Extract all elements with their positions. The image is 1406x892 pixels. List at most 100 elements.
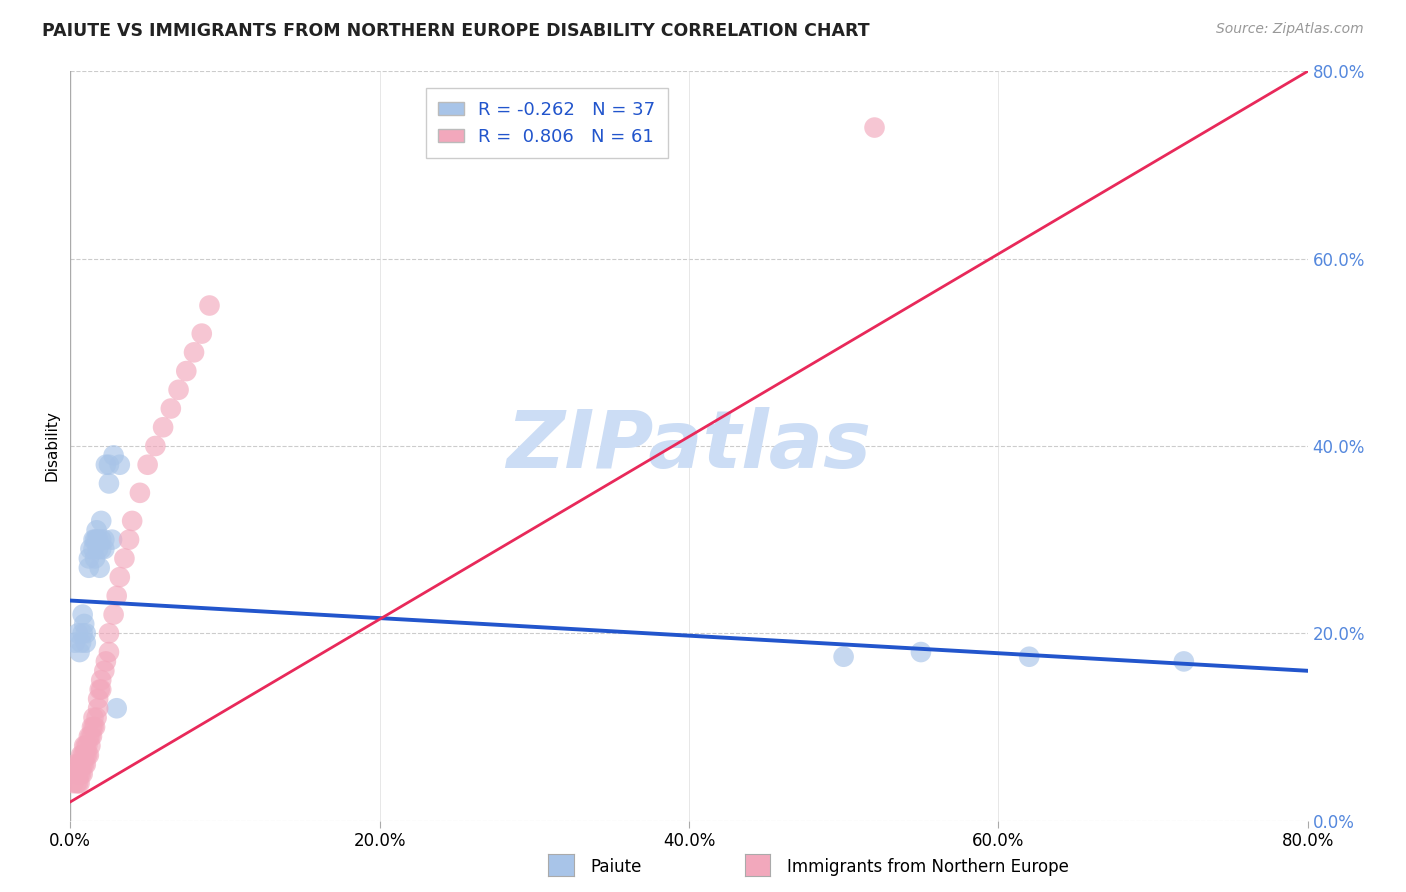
Point [75, 739, 97, 753]
Point [98, 476, 120, 491]
Point [198, 298, 221, 313]
Point [87, 533, 110, 547]
Point [103, 449, 125, 463]
Point [1173, 655, 1195, 669]
Point [62, 776, 84, 790]
Point [832, 649, 855, 664]
Point [93, 533, 115, 547]
Point [63, 635, 86, 649]
Point [84, 533, 107, 547]
Point [67, 757, 90, 772]
Point [70, 767, 93, 781]
Point [152, 420, 174, 434]
Point [65, 776, 87, 790]
Point [86, 533, 108, 547]
Point [69, 776, 91, 790]
Point [75, 635, 97, 649]
Point [75, 747, 97, 762]
Point [121, 514, 143, 528]
Point [90, 533, 112, 547]
Point [84, 720, 107, 734]
Point [118, 533, 141, 547]
Point [72, 767, 94, 781]
Point [98, 645, 120, 659]
Point [67, 776, 90, 790]
Point [89, 561, 111, 575]
Point [82, 710, 105, 724]
Point [105, 589, 128, 603]
Point [87, 701, 110, 715]
Point [86, 524, 108, 538]
Point [65, 767, 87, 781]
Point [77, 747, 100, 762]
Point [70, 757, 93, 772]
Point [72, 607, 94, 622]
Point [69, 767, 91, 781]
Point [90, 682, 112, 697]
Point [90, 673, 112, 688]
Point [79, 730, 101, 744]
Point [114, 551, 135, 566]
Point [87, 692, 110, 706]
Point [72, 747, 94, 762]
Point [73, 617, 96, 632]
Point [129, 486, 152, 500]
Point [75, 757, 97, 772]
Point [93, 542, 115, 557]
Point [80, 730, 103, 744]
Point [101, 533, 124, 547]
Point [77, 730, 100, 744]
Point [1018, 649, 1040, 664]
Text: Source: ZipAtlas.com: Source: ZipAtlas.com [1216, 22, 1364, 37]
Point [94, 458, 117, 472]
Point [90, 514, 112, 528]
Point [89, 682, 111, 697]
Point [67, 626, 90, 640]
Point [183, 345, 205, 359]
Point [105, 701, 128, 715]
Point [73, 757, 96, 772]
Point [93, 664, 115, 678]
Point [72, 626, 94, 640]
Text: Immigrants from Northern Europe: Immigrants from Northern Europe [787, 858, 1069, 876]
Point [82, 720, 105, 734]
Point [69, 757, 91, 772]
Point [84, 551, 107, 566]
Point [98, 458, 120, 472]
Point [76, 739, 98, 753]
Point [63, 757, 86, 772]
Point [90, 542, 112, 557]
Point [70, 635, 93, 649]
Point [136, 458, 159, 472]
Point [108, 458, 131, 472]
Point [73, 739, 96, 753]
Point [160, 401, 183, 416]
Point [80, 720, 103, 734]
Point [167, 383, 190, 397]
Point [910, 645, 932, 659]
Point [77, 561, 100, 575]
Point [79, 739, 101, 753]
Point [73, 747, 96, 762]
Point [191, 326, 214, 341]
Point [63, 767, 86, 781]
Point [75, 626, 97, 640]
Point [82, 533, 105, 547]
Text: Paiute: Paiute [591, 858, 643, 876]
Point [82, 542, 105, 557]
Point [86, 710, 108, 724]
Point [70, 747, 93, 762]
Point [94, 655, 117, 669]
Text: PAIUTE VS IMMIGRANTS FROM NORTHERN EUROPE DISABILITY CORRELATION CHART: PAIUTE VS IMMIGRANTS FROM NORTHERN EUROP… [42, 22, 870, 40]
Point [174, 364, 197, 378]
Point [69, 645, 91, 659]
Point [67, 767, 90, 781]
Point [72, 757, 94, 772]
Y-axis label: Disability: Disability [44, 410, 59, 482]
Point [87, 542, 110, 557]
Point [863, 120, 886, 135]
Point [108, 570, 131, 584]
Point [76, 747, 98, 762]
Point [98, 626, 120, 640]
Point [103, 607, 125, 622]
